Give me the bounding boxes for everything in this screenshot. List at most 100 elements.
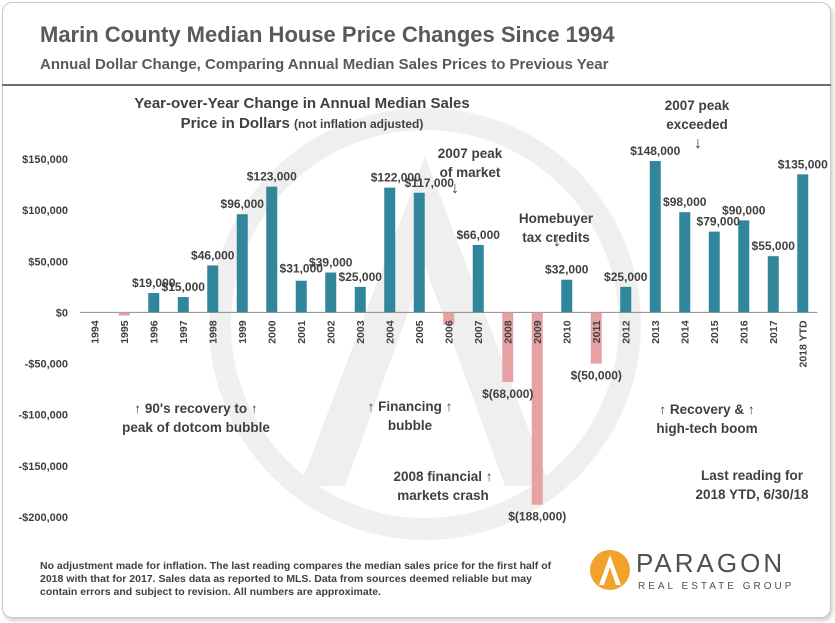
x-tick-label: 1997 bbox=[178, 320, 190, 344]
footnote: No adjustment made for inflation. The la… bbox=[40, 560, 552, 598]
x-tick-label: 1996 bbox=[149, 320, 161, 344]
y-axis: $150,000 $100,000 $50,000 $0 -$50,000 -$100,0… bbox=[18, 154, 818, 524]
data-label: $117,000 bbox=[405, 176, 455, 190]
x-tick-label: 2009 bbox=[532, 320, 544, 344]
data-label: $15,000 bbox=[162, 280, 206, 294]
y-tick-label: -$200,000 bbox=[18, 512, 68, 524]
bar-2006 bbox=[443, 312, 455, 325]
x-tick-label: 2006 bbox=[444, 320, 456, 344]
x-tick-label: 2004 bbox=[385, 320, 397, 344]
y-tick-label: $150,000 bbox=[22, 154, 68, 166]
bar-2014 bbox=[679, 212, 691, 313]
x-tick-label: 2003 bbox=[355, 320, 367, 344]
annotation-line: 2018 YTD, 6/30/18 bbox=[695, 487, 809, 502]
x-axis-labels: 1994 1995 1996 1997 1998 1999 2000 2001 2002 2003… bbox=[90, 320, 810, 368]
bar-2013 bbox=[649, 161, 661, 313]
data-label: $31,000 bbox=[280, 262, 324, 276]
annotation-line: 2007 peak bbox=[665, 98, 730, 113]
bar-1997 bbox=[177, 297, 189, 313]
annotation-line: bubble bbox=[388, 418, 433, 433]
x-tick-label: 2010 bbox=[562, 320, 574, 344]
bar-2005 bbox=[413, 192, 425, 313]
page-title: Marin County Median House Price Changes … bbox=[40, 22, 615, 47]
x-tick-label: 1994 bbox=[90, 320, 102, 344]
bar-2001 bbox=[295, 280, 307, 313]
bar-1995 bbox=[118, 312, 130, 316]
data-label: $135,000 bbox=[778, 157, 828, 171]
bar-2015 bbox=[708, 231, 720, 313]
annotation-line: peak of dotcom bubble bbox=[122, 420, 270, 435]
down-arrow-icon: ↓ bbox=[553, 233, 561, 250]
paragon-logo-mark-icon bbox=[590, 550, 630, 590]
data-label: $123,000 bbox=[247, 170, 297, 184]
data-label: $98,000 bbox=[663, 195, 707, 209]
x-tick-label: 1995 bbox=[119, 320, 131, 344]
data-label: $90,000 bbox=[722, 203, 766, 217]
bar-2011 bbox=[590, 312, 602, 364]
data-label: $79,000 bbox=[697, 215, 741, 229]
annotation-line: 2007 peak bbox=[438, 146, 503, 161]
logo-name: PARAGON bbox=[636, 548, 786, 578]
x-tick-label: 1998 bbox=[208, 320, 220, 344]
y-tick-label: $100,000 bbox=[22, 205, 68, 217]
x-tick-label: 2007 bbox=[473, 320, 485, 344]
bar-1999 bbox=[236, 214, 248, 313]
data-label: $25,000 bbox=[339, 270, 383, 284]
x-tick-label: 1999 bbox=[237, 320, 249, 344]
x-tick-label: 2008 bbox=[503, 320, 515, 344]
y-tick-label: $0 bbox=[56, 307, 68, 319]
paragon-logo: PARAGON REAL ESTATE GROUP bbox=[580, 546, 820, 606]
bar-2008 bbox=[502, 312, 514, 382]
bars bbox=[118, 161, 809, 505]
chart-title: Year-over-Year Change in Annual Median S… bbox=[134, 95, 469, 132]
bar-2010 bbox=[561, 279, 573, 313]
bar-2012 bbox=[620, 286, 632, 313]
data-labels: $19,000$15,000 $46,000 $96,000 $123,000 $31,… bbox=[132, 144, 828, 524]
x-tick-label: 2011 bbox=[591, 320, 603, 343]
annotation-line: Last reading for bbox=[701, 468, 804, 483]
y-tick-label: -$150,000 bbox=[18, 461, 68, 473]
y-tick-label: -$100,000 bbox=[18, 410, 68, 422]
bar-2000 bbox=[266, 186, 278, 313]
bar-2003 bbox=[354, 286, 366, 313]
y-tick-label: $50,000 bbox=[28, 256, 68, 268]
svg-text:Price in Dollars (not inflatio: Price in Dollars (not inflation adjusted… bbox=[181, 115, 424, 132]
data-label: $(188,000) bbox=[508, 510, 566, 524]
bar-2002 bbox=[325, 272, 337, 313]
data-label: $66,000 bbox=[457, 228, 501, 242]
data-label: $46,000 bbox=[191, 248, 235, 262]
annotation-line: markets crash bbox=[397, 488, 489, 503]
chart-title-line-2: Price in Dollars bbox=[181, 115, 290, 132]
x-tick-label: 2002 bbox=[326, 320, 338, 344]
down-arrow-icon: ↓ bbox=[694, 135, 702, 152]
title-rule bbox=[2, 84, 831, 86]
annotation-line: ↑ Financing ↑ bbox=[368, 399, 453, 414]
data-label: $25,000 bbox=[604, 270, 648, 284]
logo-tagline: REAL ESTATE GROUP bbox=[638, 581, 795, 592]
annotation-line: tax credits bbox=[522, 230, 590, 245]
annotation-line: high-tech boom bbox=[656, 421, 757, 436]
data-label: $96,000 bbox=[221, 197, 265, 211]
x-tick-label: 2015 bbox=[709, 320, 721, 344]
x-tick-label: 2018 YTD bbox=[798, 320, 810, 368]
page-subtitle: Annual Dollar Change, Comparing Annual M… bbox=[40, 56, 609, 73]
chart-title-note: (not inflation adjusted) bbox=[294, 117, 423, 131]
bar-1998 bbox=[207, 265, 219, 313]
annotation-line: exceeded bbox=[666, 117, 728, 132]
annotation-line: ↑ 90's recovery to ↑ bbox=[134, 401, 257, 416]
bar-chart: Year-over-Year Change in Annual Median S… bbox=[18, 95, 828, 540]
x-tick-label: 2001 bbox=[296, 320, 308, 344]
x-tick-label: 2012 bbox=[621, 320, 633, 344]
data-label: $(68,000) bbox=[482, 387, 533, 401]
bar-2018-ytd bbox=[797, 174, 809, 313]
watermark-logo bbox=[209, 108, 641, 540]
x-tick-label: 2016 bbox=[739, 320, 751, 344]
y-tick-label: -$50,000 bbox=[25, 359, 68, 371]
bar-2007 bbox=[472, 244, 484, 313]
chart-title-line-1: Year-over-Year Change in Annual Median S… bbox=[134, 95, 469, 112]
annotation-line: ↑ Recovery & ↑ bbox=[659, 402, 754, 417]
x-tick-label: 2017 bbox=[768, 320, 780, 344]
bar-2016 bbox=[738, 220, 750, 313]
annotation-line: of market bbox=[440, 165, 501, 180]
